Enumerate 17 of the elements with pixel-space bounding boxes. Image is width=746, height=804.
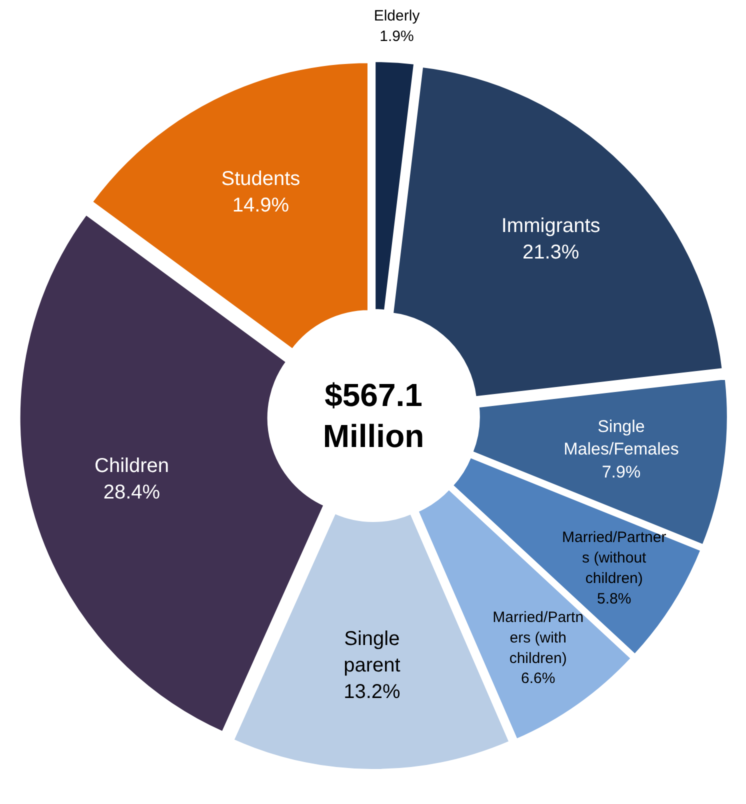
data-label: 1.9% <box>380 28 414 45</box>
data-label: 7.9% <box>602 462 641 482</box>
slice-label: Elderly <box>374 7 420 24</box>
slice-label: Married/Partn ers (with children) <box>492 609 584 667</box>
data-label: 5.8% <box>597 590 632 608</box>
text: $567.1 Million <box>322 376 424 454</box>
slice-label: Students <box>221 168 300 190</box>
data-label: 21.3% <box>522 241 580 264</box>
slice-label: Children <box>94 454 169 477</box>
slice-label: Single Males/Females <box>564 416 679 459</box>
data-label: 13.2% <box>344 680 400 703</box>
data-label: 6.6% <box>521 670 556 688</box>
slice-label: Married/Partner s (without children) <box>562 529 666 587</box>
slice-label: Immigrants <box>501 215 600 238</box>
slice-label: Single parent <box>344 628 401 676</box>
data-label: 14.9% <box>232 194 290 217</box>
data-label: 28.4% <box>103 481 160 504</box>
